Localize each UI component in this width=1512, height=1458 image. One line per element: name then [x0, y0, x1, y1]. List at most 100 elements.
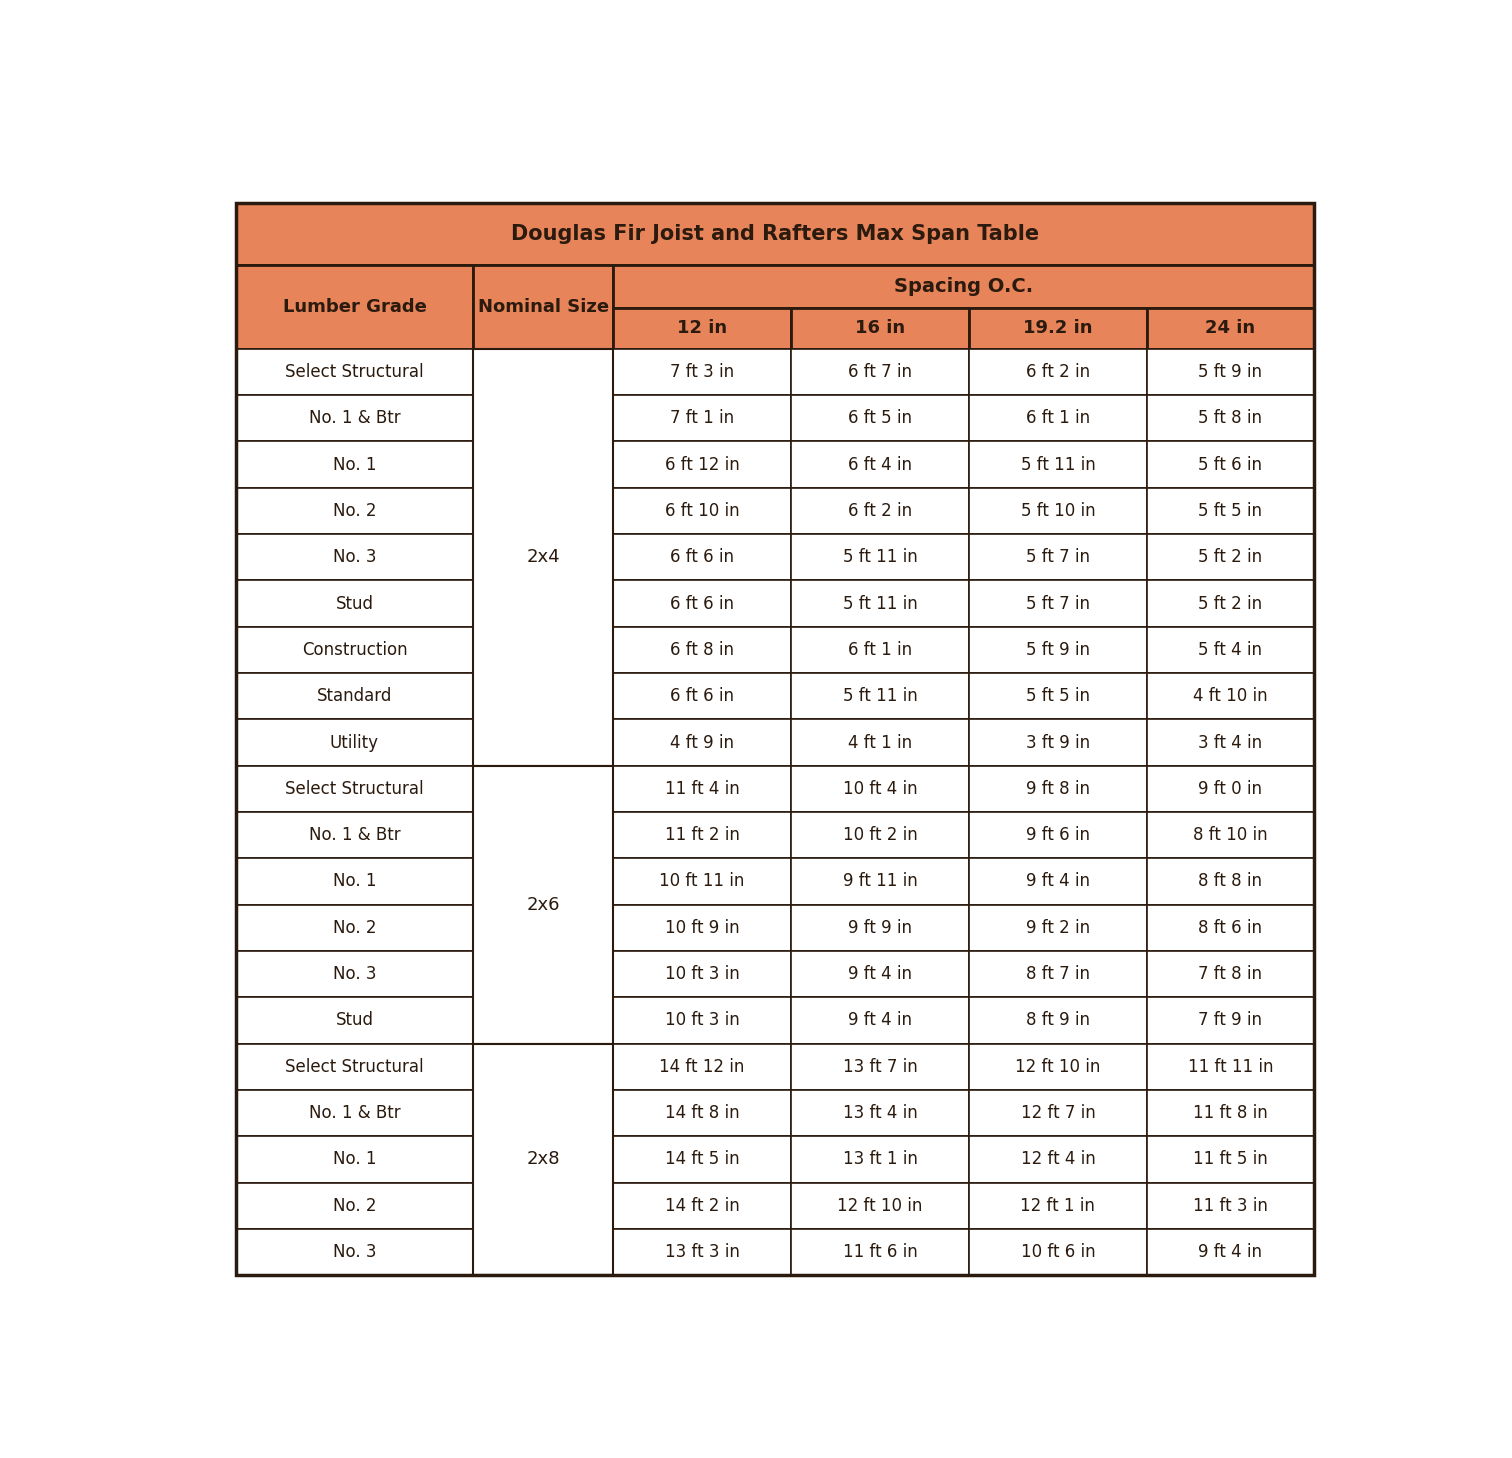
Text: 5 ft 11 in: 5 ft 11 in — [842, 548, 918, 566]
Bar — [473, 765, 614, 1044]
Text: 11 ft 3 in: 11 ft 3 in — [1193, 1197, 1269, 1215]
Text: 3 ft 9 in: 3 ft 9 in — [1025, 733, 1090, 751]
Bar — [236, 1182, 473, 1229]
Bar — [1146, 719, 1314, 765]
Bar — [791, 534, 969, 580]
Bar — [236, 765, 473, 812]
Text: 12 ft 10 in: 12 ft 10 in — [838, 1197, 922, 1215]
Bar — [236, 580, 473, 627]
Text: 12 ft 4 in: 12 ft 4 in — [1021, 1150, 1095, 1168]
Bar — [1146, 1091, 1314, 1136]
Bar — [1146, 395, 1314, 442]
Text: 8 ft 7 in: 8 ft 7 in — [1025, 965, 1090, 983]
Bar — [473, 1091, 614, 1136]
Text: 10 ft 11 in: 10 ft 11 in — [659, 872, 745, 891]
Bar — [791, 812, 969, 859]
Text: 6 ft 2 in: 6 ft 2 in — [1025, 363, 1090, 381]
Text: 8 ft 6 in: 8 ft 6 in — [1199, 919, 1263, 937]
Text: 11 ft 6 in: 11 ft 6 in — [842, 1244, 918, 1261]
Bar — [969, 308, 1146, 348]
Bar — [969, 395, 1146, 442]
Text: 5 ft 11 in: 5 ft 11 in — [842, 595, 918, 612]
Text: 6 ft 6 in: 6 ft 6 in — [670, 687, 735, 706]
Bar — [969, 534, 1146, 580]
Bar — [969, 442, 1146, 488]
Bar — [791, 859, 969, 904]
Text: 11 ft 11 in: 11 ft 11 in — [1187, 1057, 1273, 1076]
Text: 5 ft 11 in: 5 ft 11 in — [1021, 456, 1095, 474]
Bar — [236, 951, 473, 997]
Bar — [473, 859, 614, 904]
Text: 6 ft 1 in: 6 ft 1 in — [848, 642, 912, 659]
Text: 13 ft 4 in: 13 ft 4 in — [842, 1104, 918, 1123]
Bar — [1146, 951, 1314, 997]
Bar — [614, 308, 791, 348]
Bar — [1146, 442, 1314, 488]
Text: 10 ft 3 in: 10 ft 3 in — [665, 1012, 739, 1029]
Text: 11 ft 8 in: 11 ft 8 in — [1193, 1104, 1267, 1123]
Text: 10 ft 4 in: 10 ft 4 in — [842, 780, 918, 798]
Text: 6 ft 6 in: 6 ft 6 in — [670, 548, 735, 566]
Bar — [969, 580, 1146, 627]
Bar — [791, 1229, 969, 1276]
Text: 5 ft 9 in: 5 ft 9 in — [1199, 363, 1263, 381]
Bar — [969, 674, 1146, 719]
Bar — [969, 488, 1146, 534]
Bar — [236, 265, 473, 348]
Bar — [614, 1136, 791, 1182]
Bar — [1146, 1136, 1314, 1182]
Bar — [969, 904, 1146, 951]
Text: 7 ft 8 in: 7 ft 8 in — [1199, 965, 1263, 983]
Text: 4 ft 9 in: 4 ft 9 in — [670, 733, 735, 751]
Bar — [473, 580, 614, 627]
Text: 6 ft 12 in: 6 ft 12 in — [665, 456, 739, 474]
Bar — [473, 488, 614, 534]
Bar — [473, 1136, 614, 1182]
Bar — [614, 627, 791, 674]
Text: 2x4: 2x4 — [526, 548, 559, 566]
Bar — [969, 1229, 1146, 1276]
Text: 9 ft 9 in: 9 ft 9 in — [848, 919, 912, 937]
Bar — [1146, 580, 1314, 627]
Bar — [614, 904, 791, 951]
Bar — [473, 765, 614, 812]
Bar — [614, 442, 791, 488]
Bar — [473, 348, 614, 765]
Text: Select Structural: Select Structural — [286, 363, 423, 381]
Bar — [1146, 627, 1314, 674]
Text: 10 ft 6 in: 10 ft 6 in — [1021, 1244, 1095, 1261]
Bar — [473, 719, 614, 765]
Bar — [969, 627, 1146, 674]
Text: 5 ft 4 in: 5 ft 4 in — [1199, 642, 1263, 659]
Bar — [969, 1091, 1146, 1136]
Bar — [791, 395, 969, 442]
Bar — [236, 674, 473, 719]
Text: 14 ft 12 in: 14 ft 12 in — [659, 1057, 745, 1076]
Text: 12 in: 12 in — [677, 319, 727, 337]
Bar — [791, 1091, 969, 1136]
Text: No. 3: No. 3 — [333, 1244, 376, 1261]
Text: Nominal Size: Nominal Size — [478, 297, 609, 316]
Bar — [473, 1229, 614, 1276]
Bar — [614, 1182, 791, 1229]
Text: 16 in: 16 in — [854, 319, 906, 337]
Bar — [791, 627, 969, 674]
Bar — [969, 348, 1146, 395]
Bar — [614, 951, 791, 997]
Text: No. 2: No. 2 — [333, 1197, 376, 1215]
Text: Stud: Stud — [336, 1012, 373, 1029]
Text: 5 ft 9 in: 5 ft 9 in — [1025, 642, 1090, 659]
Bar — [969, 1182, 1146, 1229]
Text: 12 ft 7 in: 12 ft 7 in — [1021, 1104, 1095, 1123]
Bar — [473, 442, 614, 488]
Text: 14 ft 5 in: 14 ft 5 in — [665, 1150, 739, 1168]
Bar — [969, 1136, 1146, 1182]
Bar — [236, 1229, 473, 1276]
Text: No. 1 & Btr: No. 1 & Btr — [308, 410, 401, 427]
Bar — [473, 997, 614, 1044]
Bar — [791, 997, 969, 1044]
Bar — [614, 812, 791, 859]
Bar — [236, 395, 473, 442]
Text: 5 ft 5 in: 5 ft 5 in — [1199, 502, 1263, 521]
Text: Lumber Grade: Lumber Grade — [283, 297, 426, 316]
